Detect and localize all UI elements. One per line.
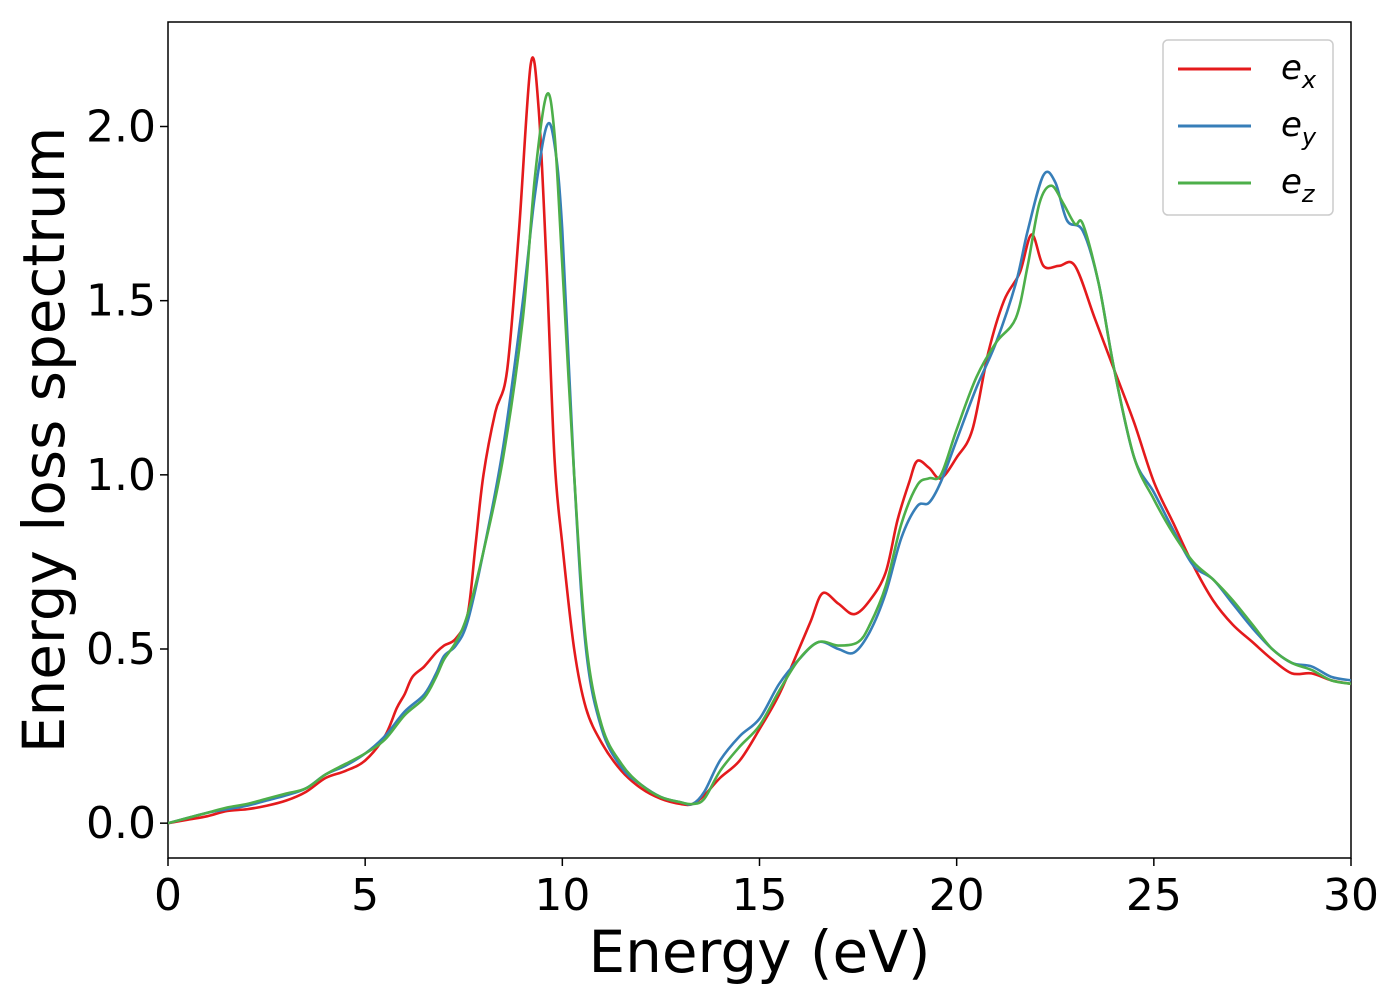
y-axis-ticks: 0.0 0.5 1.0 1.5 2.0 — [86, 102, 168, 849]
y-tick-label: 2.0 — [86, 102, 156, 153]
x-tick-label: 10 — [534, 870, 590, 921]
y-tick-label: 0.5 — [86, 624, 156, 675]
series-lines — [168, 56, 1351, 825]
x-tick-label: 0 — [154, 870, 182, 921]
series-line-e-z — [168, 92, 1351, 825]
x-tick-label: 5 — [351, 870, 379, 921]
x-axis-label: Energy (eV) — [588, 918, 930, 986]
x-tick-label: 25 — [1126, 870, 1182, 921]
y-tick-label: 0.0 — [86, 798, 156, 849]
x-axis-ticks: 0 5 10 15 20 25 30 — [154, 858, 1379, 921]
y-axis-label: Energy loss spectrum — [10, 127, 78, 753]
legend-label-e-z: ez — [1281, 162, 1316, 208]
legend-label-e-x: ex — [1281, 48, 1317, 94]
series-line-e-y — [168, 121, 1351, 825]
x-tick-label: 20 — [929, 870, 985, 921]
legend-label-e-y: ey — [1281, 105, 1317, 151]
x-tick-label: 30 — [1323, 870, 1379, 921]
legend: ex ey ez — [1162, 39, 1334, 216]
x-tick-label: 15 — [732, 870, 788, 921]
y-tick-label: 1.0 — [86, 450, 156, 501]
y-tick-label: 1.5 — [86, 276, 156, 327]
